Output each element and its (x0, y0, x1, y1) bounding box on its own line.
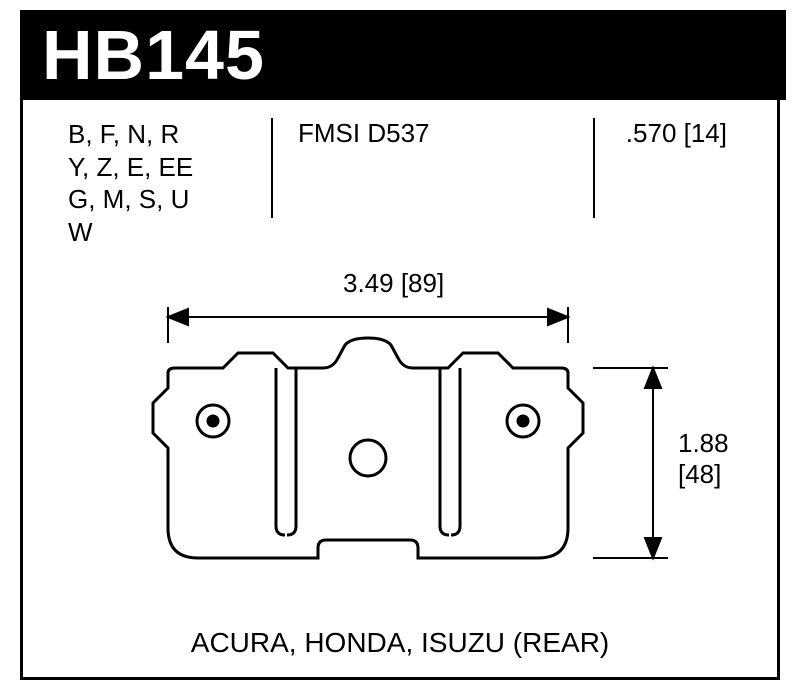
thickness-dim: .570 [14] (626, 118, 727, 149)
fmsi-code: FMSI D537 (298, 118, 430, 149)
height-dimension: 1.88 [48] (678, 428, 729, 490)
codes-line: G, M, S, U (68, 183, 193, 216)
width-dimension: 3.49 [89] (343, 268, 444, 299)
codes-line: Y, Z, E, EE (68, 151, 193, 184)
header-bar: HB145 (20, 10, 786, 100)
part-number: HB145 (42, 15, 265, 95)
spec-frame: HB145 B, F, N, R Y, Z, E, EE G, M, S, U … (20, 10, 780, 680)
separator-2 (593, 118, 595, 218)
application-footer: ACURA, HONDA, ISUZU (REAR) (23, 627, 777, 659)
height-dim-mm: [48] (678, 459, 729, 490)
compound-codes: B, F, N, R Y, Z, E, EE G, M, S, U W (68, 118, 193, 248)
separator-1 (271, 118, 273, 218)
codes-line: W (68, 216, 193, 249)
brake-pad-diagram (123, 303, 683, 603)
codes-line: B, F, N, R (68, 118, 193, 151)
height-dim-in: 1.88 (678, 428, 729, 459)
